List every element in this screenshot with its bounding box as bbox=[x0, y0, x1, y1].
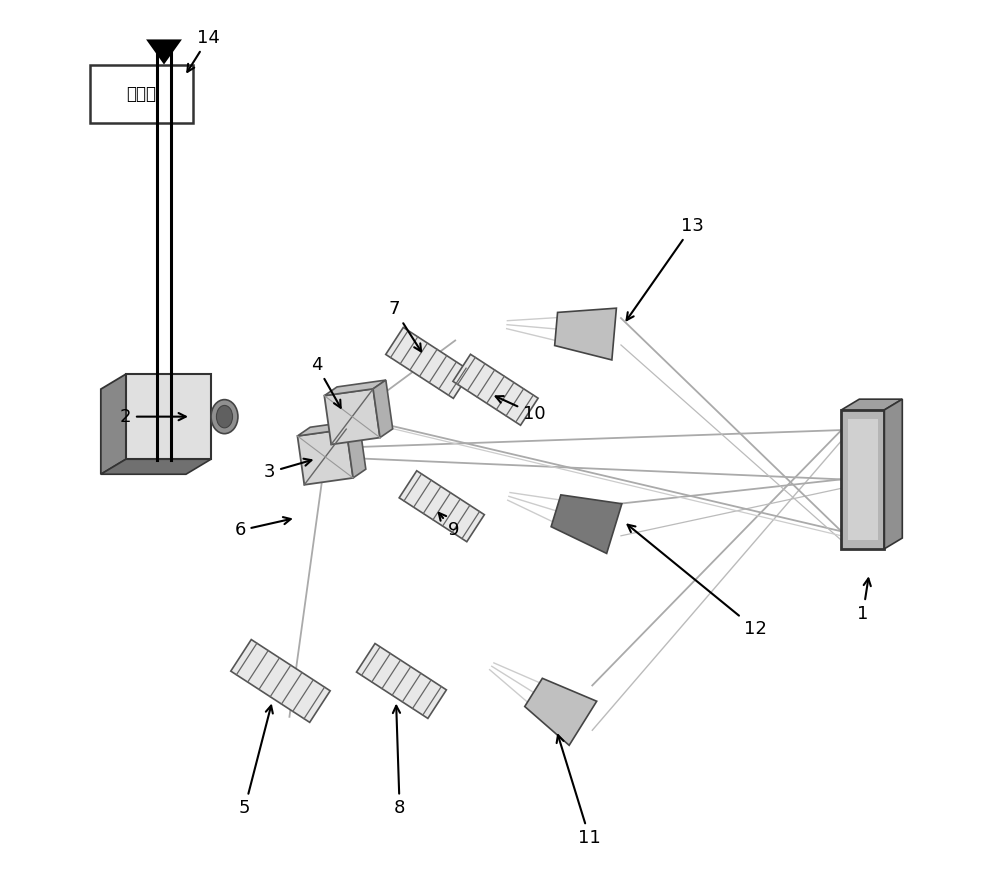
Text: 1: 1 bbox=[857, 579, 871, 623]
Text: 12: 12 bbox=[628, 525, 767, 638]
Polygon shape bbox=[386, 327, 471, 399]
Bar bbox=[126, 375, 211, 459]
Text: 10: 10 bbox=[496, 396, 545, 423]
Text: 7: 7 bbox=[389, 300, 421, 351]
Polygon shape bbox=[525, 678, 597, 745]
Polygon shape bbox=[231, 640, 330, 722]
Polygon shape bbox=[356, 643, 446, 719]
Ellipse shape bbox=[216, 405, 233, 428]
Bar bbox=[848, 419, 878, 539]
Polygon shape bbox=[884, 400, 902, 548]
Polygon shape bbox=[101, 459, 211, 474]
Text: 14: 14 bbox=[187, 29, 220, 72]
Polygon shape bbox=[841, 400, 902, 410]
Polygon shape bbox=[555, 308, 616, 360]
Text: 3: 3 bbox=[264, 459, 311, 481]
Polygon shape bbox=[551, 495, 622, 554]
Polygon shape bbox=[146, 39, 182, 65]
Polygon shape bbox=[346, 420, 366, 478]
Text: 8: 8 bbox=[393, 706, 405, 817]
Text: 5: 5 bbox=[239, 706, 273, 817]
Polygon shape bbox=[453, 354, 538, 426]
Text: 2: 2 bbox=[120, 408, 186, 426]
Text: 11: 11 bbox=[557, 735, 601, 847]
Polygon shape bbox=[324, 380, 386, 396]
Polygon shape bbox=[297, 429, 353, 485]
Text: 13: 13 bbox=[627, 217, 704, 320]
Text: 4: 4 bbox=[311, 356, 341, 408]
Ellipse shape bbox=[211, 400, 238, 434]
Bar bbox=[90, 65, 193, 123]
Text: 计算机: 计算机 bbox=[127, 85, 157, 103]
Polygon shape bbox=[373, 380, 393, 437]
Polygon shape bbox=[324, 389, 380, 444]
Text: 9: 9 bbox=[439, 513, 459, 539]
Bar bbox=[841, 410, 884, 548]
Polygon shape bbox=[399, 470, 484, 542]
Text: 6: 6 bbox=[234, 517, 291, 539]
Polygon shape bbox=[297, 420, 359, 436]
Polygon shape bbox=[101, 375, 126, 474]
